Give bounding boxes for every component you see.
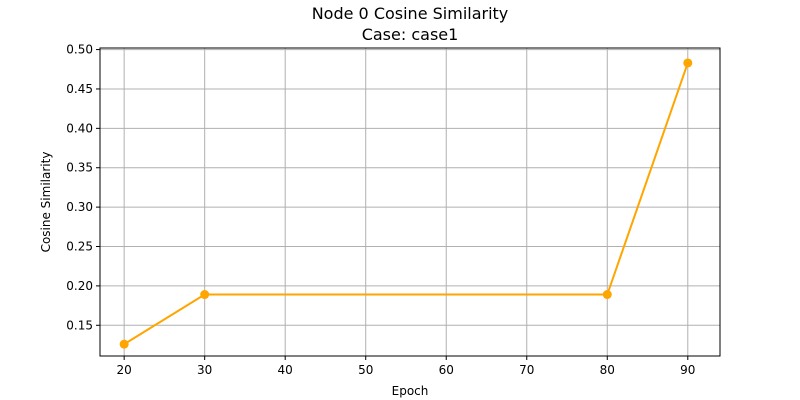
chart-subtitle: Case: case1: [362, 25, 459, 44]
y-tick-label: 0.20: [66, 279, 93, 293]
series-layer: [119, 58, 693, 349]
series-line: [123, 62, 689, 346]
plot-frame: [99, 47, 721, 357]
x-tick-label: 40: [278, 363, 293, 377]
data-point: [200, 290, 210, 300]
y-tick-label: 0.40: [66, 121, 93, 135]
x-tick-label: 70: [519, 363, 534, 377]
y-tick-label: 0.15: [66, 318, 93, 332]
data-point: [683, 58, 693, 68]
y-tick-label: 0.30: [66, 200, 93, 214]
data-point: [119, 339, 129, 349]
x-axis-label: Epoch: [392, 384, 429, 398]
x-tick-label: 30: [197, 363, 212, 377]
x-tick-label: 80: [600, 363, 615, 377]
x-tick-label: 20: [117, 363, 132, 377]
data-point: [602, 290, 612, 300]
y-axis-ticks: 0.15 0.20 0.25 0.30 0.35 0.40 0.45 0.50: [66, 43, 100, 332]
y-axis-label: Cosine Similarity: [39, 152, 53, 253]
y-tick-label: 0.45: [66, 82, 93, 96]
y-tick-label: 0.25: [66, 240, 93, 254]
x-axis-ticks: 20 30 40 50 60 70 80 90: [117, 356, 695, 377]
y-tick-label: 0.35: [66, 161, 93, 175]
grid-lines: [100, 48, 720, 356]
x-tick-label: 90: [680, 363, 695, 377]
chart-title: Node 0 Cosine Similarity: [312, 4, 509, 23]
x-tick-label: 50: [358, 363, 373, 377]
x-tick-label: 60: [439, 363, 454, 377]
y-tick-label: 0.50: [66, 43, 93, 57]
